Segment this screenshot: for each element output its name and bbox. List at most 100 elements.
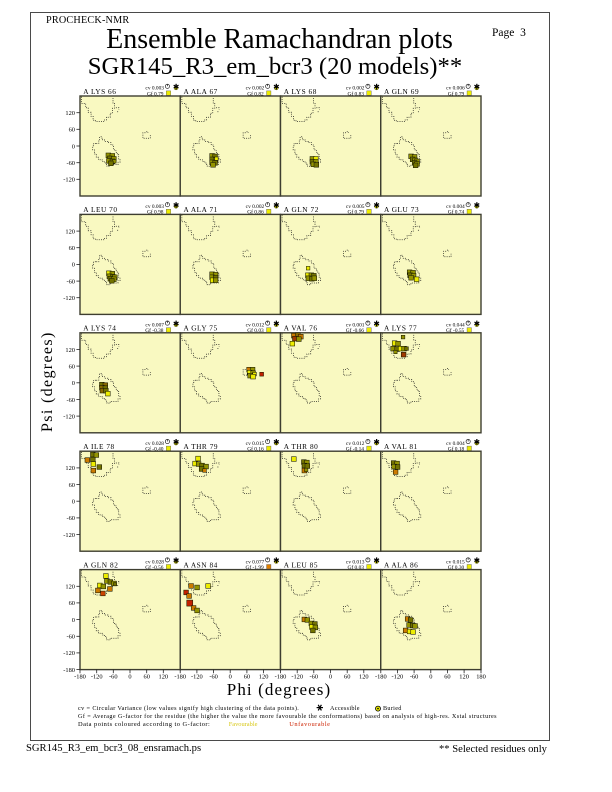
svg-text:A GLY 75: A GLY 75 (183, 324, 217, 333)
svg-text:cv 0.002: cv 0.002 (246, 86, 265, 92)
svg-text:Gf 0.79: Gf 0.79 (348, 209, 365, 216)
svg-text:cv 0.003: cv 0.003 (145, 86, 164, 92)
svg-text:0: 0 (229, 673, 232, 680)
svg-text:A LYS 66: A LYS 66 (83, 87, 116, 96)
svg-text:120: 120 (159, 673, 169, 680)
svg-text:A LEU 85: A LEU 85 (284, 560, 318, 569)
svg-text:cv 0.012: cv 0.012 (346, 441, 365, 447)
svg-text:60: 60 (244, 673, 250, 680)
svg-text:cv 0.002: cv 0.002 (346, 86, 365, 92)
svg-text:Gf 0.83: Gf 0.83 (348, 90, 365, 97)
svg-text:Gf 0.98: Gf 0.98 (147, 209, 164, 216)
svg-text:cv 0.005: cv 0.005 (346, 204, 365, 210)
svg-text:-60: -60 (66, 634, 75, 641)
svg-text:Gf 0.79: Gf 0.79 (448, 90, 465, 97)
svg-text:Gf -0.14: Gf -0.14 (346, 446, 365, 453)
svg-text:cv 0.007: cv 0.007 (145, 323, 164, 329)
svg-text:Gf 0.79: Gf 0.79 (147, 90, 164, 97)
svg-text:cv 0.006: cv 0.006 (446, 86, 465, 92)
svg-text:60: 60 (69, 127, 75, 134)
svg-text:Gf 0.74: Gf 0.74 (448, 209, 465, 216)
svg-text:0: 0 (72, 380, 75, 387)
svg-text:120: 120 (459, 673, 469, 680)
svg-text:A ALA 71: A ALA 71 (183, 205, 217, 214)
svg-text:-60: -60 (209, 673, 218, 680)
svg-text:A LYS 74: A LYS 74 (83, 324, 116, 333)
svg-text:A VAL 76: A VAL 76 (284, 324, 318, 333)
svg-text:-180: -180 (375, 673, 387, 680)
svg-text:0: 0 (72, 499, 75, 506)
svg-text:cv 0.015: cv 0.015 (446, 559, 465, 565)
svg-text:0: 0 (72, 262, 75, 269)
svg-text:Gf 0.30: Gf 0.30 (448, 564, 465, 571)
svg-text:60: 60 (69, 482, 75, 489)
svg-text:-120: -120 (63, 295, 75, 302)
svg-text:-120: -120 (63, 532, 75, 539)
svg-text:cv 0.077: cv 0.077 (246, 559, 265, 565)
svg-text:120: 120 (359, 673, 369, 680)
svg-text:A ILE 78: A ILE 78 (83, 442, 115, 451)
svg-text:120: 120 (65, 465, 75, 472)
svg-text:-60: -60 (310, 673, 319, 680)
svg-text:-60: -60 (109, 673, 118, 680)
svg-text:60: 60 (344, 673, 350, 680)
svg-text:-120: -120 (191, 673, 203, 680)
svg-text:-60: -60 (66, 278, 75, 285)
svg-text:60: 60 (69, 363, 75, 370)
svg-text:A LEU 70: A LEU 70 (83, 205, 117, 214)
svg-text:-180: -180 (63, 667, 75, 674)
svg-text:-60: -60 (66, 515, 75, 522)
svg-text:cv 0.001: cv 0.001 (346, 323, 365, 329)
svg-text:60: 60 (69, 600, 75, 607)
svg-text:A GLN 69: A GLN 69 (384, 87, 419, 96)
svg-text:0: 0 (72, 617, 75, 624)
svg-text:A ALA 86: A ALA 86 (384, 560, 418, 569)
svg-text:-120: -120 (63, 177, 75, 184)
svg-text:Gf 0.03: Gf 0.03 (247, 327, 264, 334)
svg-text:cv 0.015: cv 0.015 (246, 441, 265, 447)
svg-text:-180: -180 (275, 673, 287, 680)
svg-text:0: 0 (128, 673, 131, 680)
svg-text:cv 0.013: cv 0.013 (346, 559, 365, 565)
svg-text:cv 0.003: cv 0.003 (145, 204, 164, 210)
svg-text:60: 60 (444, 673, 450, 680)
svg-text:Gf 0.16: Gf 0.16 (247, 446, 264, 453)
svg-text:120: 120 (65, 584, 75, 591)
svg-text:60: 60 (144, 673, 150, 680)
svg-text:A THR 79: A THR 79 (183, 442, 218, 451)
svg-text:Gf -0.38: Gf -0.38 (145, 327, 164, 334)
svg-text:A LYS 77: A LYS 77 (384, 324, 417, 333)
svg-text:Gf 0.82: Gf 0.82 (247, 90, 264, 97)
svg-text:120: 120 (65, 110, 75, 117)
svg-text:Gf -1.99: Gf -1.99 (245, 564, 264, 571)
svg-text:Gf 0.18: Gf 0.18 (448, 446, 465, 453)
svg-text:A ALA 67: A ALA 67 (183, 87, 217, 96)
svg-text:cv 0.044: cv 0.044 (446, 323, 465, 329)
svg-text:-60: -60 (66, 397, 75, 404)
svg-text:60: 60 (69, 245, 75, 252)
svg-text:-120: -120 (392, 673, 404, 680)
svg-text:-120: -120 (63, 650, 75, 657)
svg-text:cv 0.002: cv 0.002 (246, 204, 265, 210)
svg-text:0: 0 (429, 673, 432, 680)
svg-text:Gf -0.66: Gf -0.66 (346, 327, 365, 334)
svg-text:120: 120 (65, 347, 75, 354)
svg-text:-180: -180 (74, 673, 86, 680)
svg-text:A GLU 73: A GLU 73 (384, 205, 419, 214)
svg-text:A GLN 72: A GLN 72 (284, 205, 319, 214)
svg-text:Gf -0.55: Gf -0.55 (446, 327, 465, 334)
svg-text:A LYS 68: A LYS 68 (284, 87, 317, 96)
svg-text:cv 0.004: cv 0.004 (446, 204, 465, 210)
svg-text:Gf -0.40: Gf -0.40 (145, 446, 164, 453)
svg-text:-120: -120 (291, 673, 303, 680)
svg-text:-60: -60 (66, 160, 75, 167)
svg-text:A VAL 81: A VAL 81 (384, 442, 418, 451)
svg-text:cv 0.004: cv 0.004 (446, 441, 465, 447)
svg-text:A THR 80: A THR 80 (284, 442, 319, 451)
svg-text:180: 180 (476, 673, 486, 680)
svg-text:120: 120 (259, 673, 269, 680)
svg-text:cv 0.028: cv 0.028 (145, 559, 164, 565)
svg-text:-120: -120 (91, 673, 103, 680)
svg-text:-120: -120 (63, 413, 75, 420)
svg-text:cv 0.028: cv 0.028 (145, 441, 164, 447)
